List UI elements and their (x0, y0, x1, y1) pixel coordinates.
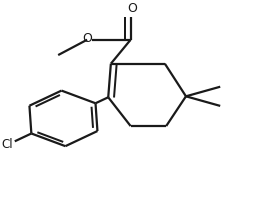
Text: Cl: Cl (1, 138, 13, 151)
Text: O: O (127, 2, 137, 15)
Text: O: O (83, 32, 92, 45)
